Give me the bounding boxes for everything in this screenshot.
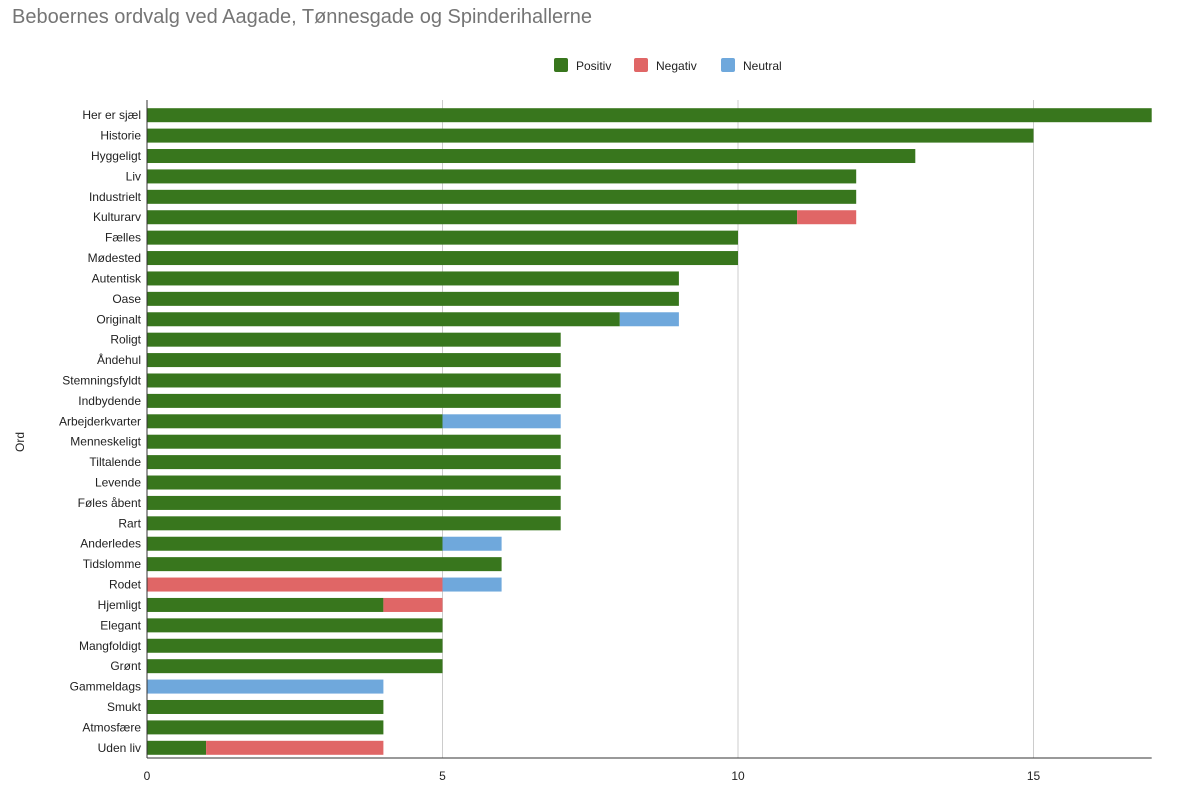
bar-positiv xyxy=(147,128,1034,143)
bar-positiv xyxy=(147,393,561,408)
category-label: Mangfoldigt xyxy=(79,639,142,653)
bar-positiv xyxy=(147,353,561,368)
bar-positiv xyxy=(147,373,561,388)
legend-item-neutral: Neutral xyxy=(721,58,782,73)
category-label: Åndehul xyxy=(97,352,141,367)
bar-positiv xyxy=(147,332,561,347)
bar-positiv xyxy=(147,659,443,674)
bar-positiv xyxy=(147,720,384,735)
category-label: Stemningsfyldt xyxy=(62,373,141,387)
category-label: Roligt xyxy=(110,333,141,347)
bar-positiv xyxy=(147,699,384,714)
bar-negativ xyxy=(206,740,384,755)
legend-swatch xyxy=(634,58,648,72)
category-label: Anderledes xyxy=(80,537,141,551)
category-label: Her er sjæl xyxy=(82,108,141,122)
category-label: Industrielt xyxy=(89,190,142,204)
bar-positiv xyxy=(147,740,207,755)
bar-positiv xyxy=(147,536,443,551)
bar-positiv xyxy=(147,271,679,286)
x-tick-label: 15 xyxy=(1027,769,1041,783)
category-labels: Her er sjæl Historie Hyggeligt Liv Industrie… xyxy=(59,108,142,755)
bar-neutral xyxy=(147,679,384,694)
category-label: Autentisk xyxy=(92,271,142,285)
bar-positiv xyxy=(147,557,502,572)
x-tick-label: 5 xyxy=(439,769,446,783)
category-label: Rart xyxy=(118,516,141,530)
bar-neutral xyxy=(619,312,679,327)
legend-swatch xyxy=(554,58,568,72)
category-label: Gammeldags xyxy=(70,680,141,694)
bar-positiv xyxy=(147,169,857,184)
legend-label: Neutral xyxy=(743,59,782,73)
category-label: Smukt xyxy=(107,700,142,714)
legend-swatch xyxy=(721,58,735,72)
x-tick-label: 10 xyxy=(731,769,745,783)
category-label: Levende xyxy=(95,476,141,490)
bar-positiv xyxy=(147,618,443,633)
bars xyxy=(147,108,1152,755)
bar-positiv xyxy=(147,210,798,225)
bar-positiv xyxy=(147,516,561,531)
category-label: Hjemligt xyxy=(98,598,142,612)
category-label: Historie xyxy=(100,129,141,143)
bar-positiv xyxy=(147,291,679,306)
category-label: Arbejderkvarter xyxy=(59,414,141,428)
category-label: Rodet xyxy=(109,578,142,592)
bar-positiv xyxy=(147,434,561,449)
category-label: Elegant xyxy=(100,618,141,632)
bar-neutral xyxy=(442,577,502,592)
category-label: Liv xyxy=(126,169,141,183)
x-tick-labels: 0 5 10 15 xyxy=(144,769,1041,783)
legend-item-positiv: Positiv xyxy=(554,58,611,73)
bar-positiv xyxy=(147,251,738,266)
bar-neutral xyxy=(442,414,561,429)
chart-title: Beboernes ordvalg ved Aagade, Tønnesgade… xyxy=(12,6,592,28)
bar-positiv xyxy=(147,414,443,429)
category-label: Uden liv xyxy=(98,741,141,755)
bar-positiv xyxy=(147,638,443,653)
y-axis-label: Ord xyxy=(13,432,27,452)
bar-positiv xyxy=(147,189,857,204)
bar-positiv xyxy=(147,312,620,327)
category-label: Atmosfære xyxy=(82,720,141,734)
legend-item-negativ: Negativ xyxy=(634,58,697,73)
category-label: Originalt xyxy=(96,312,141,326)
bar-neutral xyxy=(442,536,502,551)
bar-positiv xyxy=(147,455,561,470)
legend-label: Positiv xyxy=(576,59,611,73)
legend-label: Negativ xyxy=(656,59,697,73)
bar-positiv xyxy=(147,149,916,164)
legend: Positiv Negativ Neutral xyxy=(554,58,782,73)
category-label: Menneskeligt xyxy=(70,435,141,449)
bar-positiv xyxy=(147,108,1152,123)
category-label: Føles åbent xyxy=(78,496,142,510)
category-label: Hyggeligt xyxy=(91,149,142,163)
bar-positiv xyxy=(147,495,561,510)
category-label: Tidslomme xyxy=(83,557,142,571)
category-label: Grønt xyxy=(110,659,141,673)
bar-negativ xyxy=(383,597,443,612)
category-label: Tiltalende xyxy=(89,455,141,469)
bar-positiv xyxy=(147,475,561,490)
bar-positiv xyxy=(147,597,384,612)
axes xyxy=(146,100,1152,759)
category-label: Kulturarv xyxy=(93,210,141,224)
category-label: Oase xyxy=(112,292,141,306)
bar-positiv xyxy=(147,230,738,245)
category-label: Mødested xyxy=(88,251,141,265)
category-label: Indbydende xyxy=(78,394,141,408)
bar-negativ xyxy=(797,210,857,225)
bar-negativ xyxy=(147,577,443,592)
x-tick-label: 0 xyxy=(144,769,151,783)
category-label: Fælles xyxy=(105,231,141,245)
